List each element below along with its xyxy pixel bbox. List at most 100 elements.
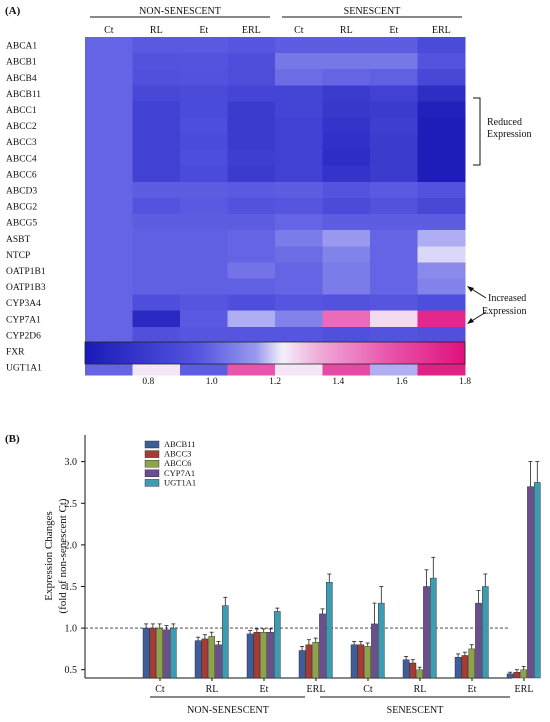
- heatmap-cell-abcb4-1: [132, 69, 181, 86]
- heatmap-cell-ntcp-1: [132, 246, 181, 263]
- bar-ugt1a1-6: [482, 586, 489, 679]
- heatmap-cell-cyp3a4-6: [370, 294, 418, 312]
- heatmap-cell-cyp7a1-1: [132, 310, 181, 328]
- bar-ylabel-line2: (fold of non-senescent Ct): [57, 498, 69, 613]
- heatmap-cell-oatp1b3-3: [227, 278, 276, 296]
- bar-y-tick-label: 2.0: [65, 540, 78, 551]
- bar-abcb11-0: [142, 627, 150, 679]
- heatmap-row-label-cyp7a1: CYP7A1: [6, 315, 41, 325]
- heatmap-cell-oatp1b1-5: [322, 262, 371, 279]
- bar-x-label-1: RL: [206, 684, 219, 695]
- bar-series: [142, 461, 541, 679]
- heatmap-row-label-abcc3: ABCC3: [6, 138, 37, 148]
- heatmap-cell-abca1-7: [417, 37, 466, 54]
- heatmap-cell-abcc3-3: [227, 133, 276, 151]
- heatmap-cell-cyp2d6-6: [370, 326, 418, 344]
- heatmap-cell-oatp1b1-7: [417, 262, 466, 279]
- heatmap-cell-abcb1-0: [85, 53, 133, 70]
- legend-swatch-abcc6: [144, 460, 160, 468]
- bar-ugt1a1-0: [169, 627, 177, 679]
- heatmap-cell-abcg5-3: [227, 214, 276, 231]
- legend-swatch-abcc3: [144, 450, 160, 458]
- bar-abcc3-6: [461, 655, 469, 679]
- heatmap-cell-abcc6-2: [180, 165, 228, 183]
- bar-abcb11-2: [246, 633, 254, 679]
- heatmap-cell-cyp2d6-4: [275, 326, 323, 344]
- heatmap-cell-cyp7a1-4: [275, 310, 323, 328]
- heatmap-cell-abcb1-6: [370, 53, 418, 70]
- heatmap-cell-asbt-2: [180, 230, 228, 247]
- heatmap-cell-abcg5-7: [417, 214, 466, 231]
- heatmap-cell-oatp1b3-4: [275, 278, 323, 296]
- heatmap-cell-abcb4-4: [275, 69, 323, 86]
- bar-group-nonsenescent: NON-SENESCENT: [187, 705, 269, 716]
- heatmap-cell-oatp1b1-6: [370, 262, 418, 279]
- bar-abcc6-1: [208, 636, 216, 679]
- heatmap-cell-ntcp-0: [85, 246, 133, 263]
- heatmap-cell-oatp1b3-7: [417, 278, 466, 296]
- increased-arrowhead-lower: [467, 318, 474, 324]
- heatmap-cell-abcc2-0: [85, 117, 133, 135]
- bar-group-senescent: SENESCENT: [387, 705, 444, 716]
- heatmap-cell-abcc3-0: [85, 133, 133, 151]
- heatmap-cell-oatp1b3-2: [180, 278, 228, 296]
- bar-x-label-2: Et: [260, 684, 269, 695]
- bar-abcc3-1: [201, 638, 209, 679]
- heatmap-column-label-6: Et: [389, 25, 398, 36]
- bar-ugt1a1-2: [274, 611, 281, 679]
- heatmap-row-label-cyp2d6: CYP2D6: [6, 331, 41, 341]
- heatmap-cell-abca1-5: [322, 37, 371, 54]
- bar-y-tick-label: 2.5: [65, 499, 78, 510]
- heatmap-column-label-7: ERL: [432, 25, 451, 36]
- heatmap-cell-abca1-6: [370, 37, 418, 54]
- heatmap-cells: [85, 37, 466, 376]
- heatmap-cell-abcg2-7: [417, 198, 466, 215]
- heatmap-cell-abcc6-6: [370, 165, 418, 183]
- heatmap-cell-asbt-1: [132, 230, 181, 247]
- heatmap-cell-abcg5-6: [370, 214, 418, 231]
- heatmap-row-label-abcb11: ABCB11: [6, 90, 41, 100]
- bar-y-tick-label: 0.5: [65, 665, 78, 676]
- bar-abcc3-5: [409, 662, 417, 679]
- bar-abcb11-5: [402, 659, 410, 679]
- heatmap-cell-oatp1b1-4: [275, 262, 323, 279]
- heatmap-cell-abcb1-5: [322, 53, 371, 70]
- bar-abcc6-2: [260, 632, 268, 679]
- colorbar-ticks: 0.8 1.0 1.2 1.4 1.6 1.8: [142, 377, 471, 387]
- bar-abcc6-5: [416, 669, 424, 679]
- heatmap-cell-cyp2d6-0: [85, 326, 133, 344]
- heatmap-cell-abcc6-1: [132, 165, 181, 183]
- heatmap-cell-abcg2-0: [85, 198, 133, 215]
- heatmap-cell-abcc6-3: [227, 165, 276, 183]
- bar-x-label-3: ERL: [307, 684, 326, 695]
- heatmap-cell-oatp1b3-5: [322, 278, 371, 296]
- increased-arrowhead-upper: [467, 286, 474, 292]
- heatmap-cell-abcc6-0: [85, 165, 133, 183]
- heatmap-row-label-fxr: FXR: [6, 348, 25, 358]
- panel-a-label: (A): [5, 5, 21, 17]
- heatmap-row-label-ntcp: NTCP: [6, 251, 30, 261]
- heatmap-cell-asbt-6: [370, 230, 418, 247]
- heatmap-group-nonsenescent: NON-SENESCENT: [139, 6, 221, 17]
- heatmap-cell-abcc3-4: [275, 133, 323, 151]
- heatmap-cell-abca1-4: [275, 37, 323, 54]
- heatmap-cell-abcb1-4: [275, 53, 323, 70]
- heatmap-cell-abcb1-1: [132, 53, 181, 70]
- heatmap-row-label-abcc1: ABCC1: [6, 106, 37, 116]
- heatmap-cell-cyp2d6-2: [180, 326, 228, 344]
- bar-abcb11-1: [194, 640, 202, 679]
- bar-cyp7a1-3: [319, 613, 326, 679]
- heatmap-row-label-abcb4: ABCB4: [6, 74, 37, 84]
- bar-abcc3-7: [513, 672, 521, 679]
- heatmap-cell-abcc4-0: [85, 149, 133, 167]
- heatmap-cell-abcg5-2: [180, 214, 228, 231]
- heatmap-cell-abcb11-6: [370, 85, 418, 102]
- heatmap-cell-abcc2-4: [275, 117, 323, 135]
- heatmap-cell-abcd3-2: [180, 181, 228, 199]
- heatmap-cell-abcc3-2: [180, 133, 228, 151]
- bar-x-label-0: Ct: [155, 684, 165, 695]
- heatmap-cell-abcb4-5: [322, 69, 371, 86]
- heatmap-cell-abcg2-3: [227, 198, 276, 215]
- heatmap-column-label-3: ERL: [242, 25, 261, 36]
